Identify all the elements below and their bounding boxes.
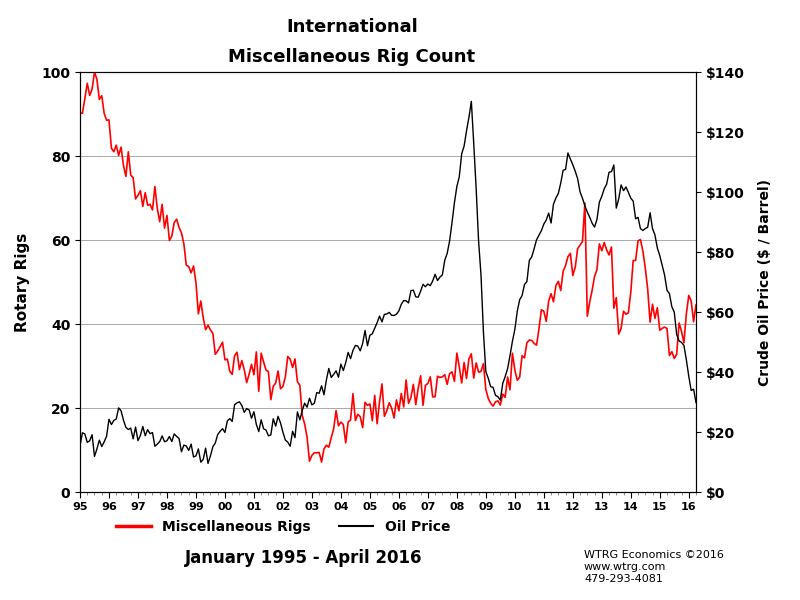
Text: International: International — [286, 18, 418, 36]
Text: January 1995 - April 2016: January 1995 - April 2016 — [186, 549, 422, 567]
Y-axis label: Crude Oil Price ($ / Barrel): Crude Oil Price ($ / Barrel) — [758, 179, 773, 385]
Y-axis label: Rotary Rigs: Rotary Rigs — [15, 232, 30, 332]
Text: 479-293-4081: 479-293-4081 — [584, 574, 663, 584]
Legend: Miscellaneous Rigs, Oil Price: Miscellaneous Rigs, Oil Price — [111, 515, 456, 539]
Text: www.wtrg.com: www.wtrg.com — [584, 562, 666, 572]
Text: WTRG Economics ©2016: WTRG Economics ©2016 — [584, 550, 724, 560]
Text: Miscellaneous Rig Count: Miscellaneous Rig Count — [229, 48, 475, 66]
